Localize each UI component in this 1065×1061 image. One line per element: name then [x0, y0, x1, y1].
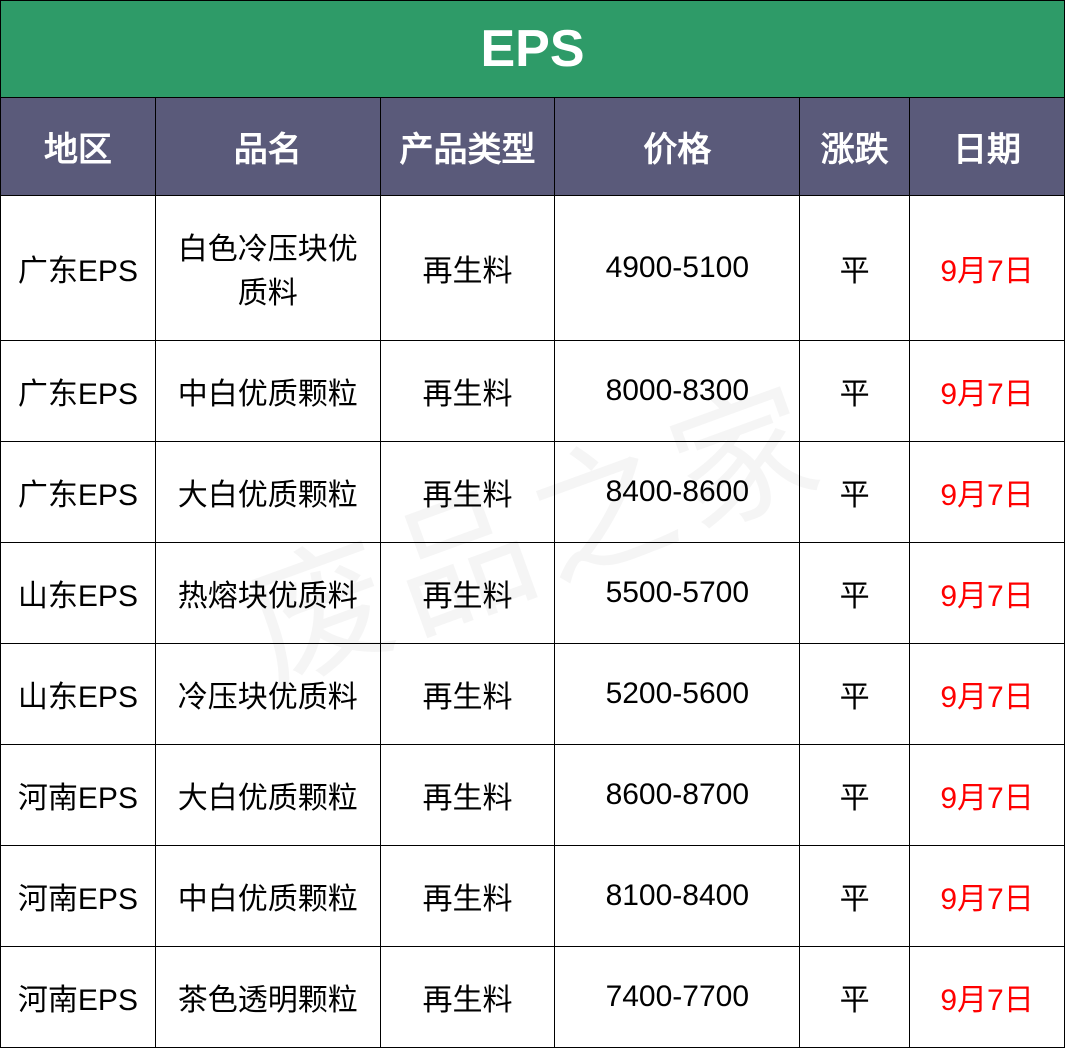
header-product: 品名 [155, 98, 380, 196]
cell-price: 5500-5700 [555, 543, 800, 644]
cell-type: 再生料 [380, 846, 555, 947]
cell-region: 广东EPS [1, 341, 156, 442]
cell-date: 9月7日 [910, 745, 1065, 846]
cell-price: 8600-8700 [555, 745, 800, 846]
cell-type: 再生料 [380, 341, 555, 442]
cell-price: 5200-5600 [555, 644, 800, 745]
cell-region: 河南EPS [1, 745, 156, 846]
cell-price: 8000-8300 [555, 341, 800, 442]
cell-date: 9月7日 [910, 846, 1065, 947]
header-row: 地区 品名 产品类型 价格 涨跌 日期 [1, 98, 1065, 196]
cell-product: 中白优质颗粒 [155, 846, 380, 947]
price-table-container: 废品之家 EPS 地区 品名 产品类型 价格 涨跌 日期 广东EPS白色冷压块优… [0, 0, 1065, 1048]
cell-type: 再生料 [380, 442, 555, 543]
cell-price: 8100-8400 [555, 846, 800, 947]
cell-date: 9月7日 [910, 442, 1065, 543]
cell-product: 白色冷压块优质料 [155, 196, 380, 341]
cell-product: 大白优质颗粒 [155, 442, 380, 543]
cell-region: 广东EPS [1, 442, 156, 543]
cell-change: 平 [800, 442, 910, 543]
table-row: 山东EPS冷压块优质料再生料5200-5600平9月7日 [1, 644, 1065, 745]
cell-price: 7400-7700 [555, 947, 800, 1048]
cell-product: 大白优质颗粒 [155, 745, 380, 846]
cell-price: 8400-8600 [555, 442, 800, 543]
table-title: EPS [1, 1, 1065, 98]
table-row: 河南EPS大白优质颗粒再生料8600-8700平9月7日 [1, 745, 1065, 846]
table-row: 山东EPS热熔块优质料再生料5500-5700平9月7日 [1, 543, 1065, 644]
cell-region: 山东EPS [1, 543, 156, 644]
cell-region: 山东EPS [1, 644, 156, 745]
cell-product: 中白优质颗粒 [155, 341, 380, 442]
cell-type: 再生料 [380, 947, 555, 1048]
cell-product: 茶色透明颗粒 [155, 947, 380, 1048]
cell-date: 9月7日 [910, 196, 1065, 341]
table-row: 广东EPS中白优质颗粒再生料8000-8300平9月7日 [1, 341, 1065, 442]
cell-type: 再生料 [380, 543, 555, 644]
cell-type: 再生料 [380, 745, 555, 846]
cell-date: 9月7日 [910, 644, 1065, 745]
table-row: 河南EPS中白优质颗粒再生料8100-8400平9月7日 [1, 846, 1065, 947]
cell-product: 冷压块优质料 [155, 644, 380, 745]
cell-type: 再生料 [380, 644, 555, 745]
cell-change: 平 [800, 846, 910, 947]
title-row: EPS [1, 1, 1065, 98]
cell-change: 平 [800, 196, 910, 341]
header-price: 价格 [555, 98, 800, 196]
cell-date: 9月7日 [910, 341, 1065, 442]
header-date: 日期 [910, 98, 1065, 196]
eps-price-table: EPS 地区 品名 产品类型 价格 涨跌 日期 广东EPS白色冷压块优质料再生料… [0, 0, 1065, 1048]
cell-price: 4900-5100 [555, 196, 800, 341]
table-row: 河南EPS茶色透明颗粒再生料7400-7700平9月7日 [1, 947, 1065, 1048]
cell-change: 平 [800, 341, 910, 442]
header-type: 产品类型 [380, 98, 555, 196]
cell-date: 9月7日 [910, 947, 1065, 1048]
table-body: 广东EPS白色冷压块优质料再生料4900-5100平9月7日广东EPS中白优质颗… [1, 196, 1065, 1048]
cell-product: 热熔块优质料 [155, 543, 380, 644]
cell-change: 平 [800, 543, 910, 644]
cell-type: 再生料 [380, 196, 555, 341]
cell-date: 9月7日 [910, 543, 1065, 644]
cell-change: 平 [800, 745, 910, 846]
cell-region: 广东EPS [1, 196, 156, 341]
cell-region: 河南EPS [1, 846, 156, 947]
cell-region: 河南EPS [1, 947, 156, 1048]
cell-change: 平 [800, 947, 910, 1048]
header-change: 涨跌 [800, 98, 910, 196]
table-row: 广东EPS白色冷压块优质料再生料4900-5100平9月7日 [1, 196, 1065, 341]
table-row: 广东EPS大白优质颗粒再生料8400-8600平9月7日 [1, 442, 1065, 543]
cell-change: 平 [800, 644, 910, 745]
header-region: 地区 [1, 98, 156, 196]
